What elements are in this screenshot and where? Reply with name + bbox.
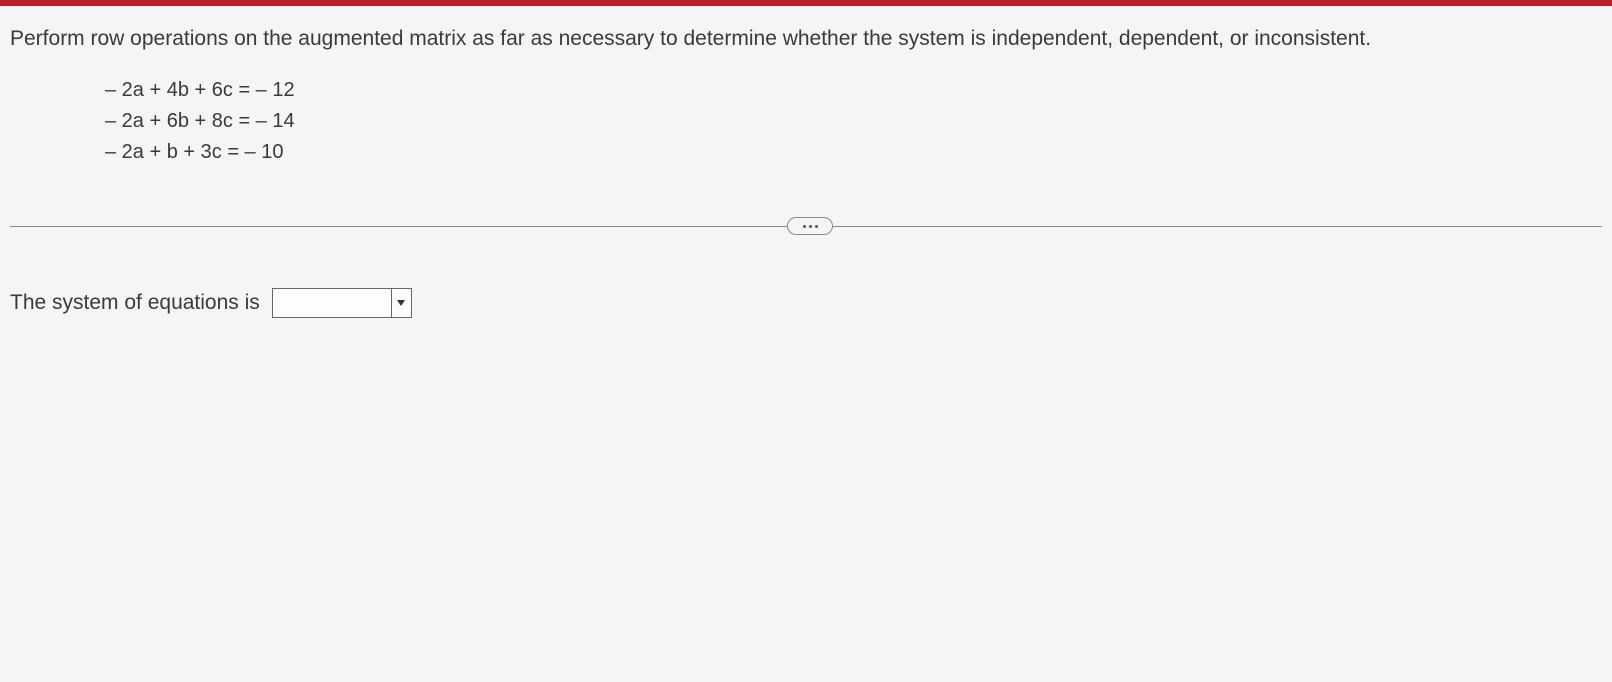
ellipsis-icon: [809, 225, 812, 228]
equation-3: – 2a + b + 3c = – 10: [105, 137, 1602, 168]
equation-system: – 2a + 4b + 6c = – 12 – 2a + 6b + 8c = –…: [105, 75, 1602, 168]
ellipsis-icon: [803, 225, 806, 228]
ellipsis-icon: [815, 225, 818, 228]
equation-1: – 2a + 4b + 6c = – 12: [105, 75, 1602, 106]
expand-toggle-button[interactable]: [787, 217, 833, 235]
chevron-down-icon: [396, 298, 406, 308]
answer-row: The system of equations is: [10, 288, 1602, 318]
question-instruction: Perform row operations on the augmented …: [10, 24, 1602, 53]
answer-prompt: The system of equations is: [10, 291, 260, 315]
dropdown-arrow-button[interactable]: [391, 289, 411, 317]
equation-2: – 2a + 6b + 8c = – 14: [105, 106, 1602, 137]
answer-select[interactable]: [272, 288, 412, 318]
section-divider: [10, 214, 1602, 238]
question-content: Perform row operations on the augmented …: [0, 6, 1612, 318]
